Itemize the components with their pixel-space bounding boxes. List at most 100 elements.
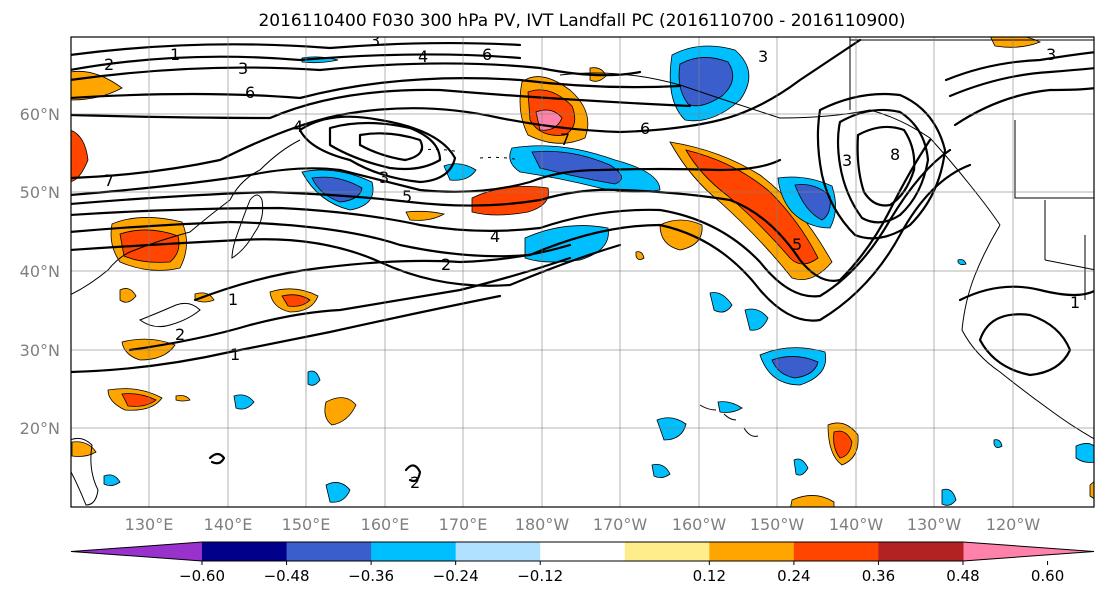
colorbar-tick-label: −0.60 (179, 567, 225, 585)
colorbar-segment (455, 542, 541, 561)
contour-label: 4 (490, 227, 500, 246)
lon-label: 130°W (907, 515, 962, 534)
shade-region (175, 395, 191, 402)
colorbar-segment (371, 542, 457, 561)
shade-region (993, 439, 1003, 448)
contour-label: 7 (560, 130, 570, 149)
colorbar-segment (624, 542, 710, 561)
contour-label: 6 (245, 83, 255, 102)
colorbar-extend-min (71, 542, 202, 561)
lat-label: 60°N (20, 105, 60, 124)
contour-line (71, 41, 522, 56)
lon-label: 170°W (593, 515, 648, 534)
shade-region (744, 308, 769, 331)
colorbar-tick-label: −0.24 (433, 567, 479, 585)
shade-region (678, 57, 734, 107)
contour-label: 4 (418, 47, 428, 66)
shade-region (103, 474, 121, 486)
colorbar-segment (793, 542, 879, 561)
shade-region (685, 149, 819, 265)
colorbar-tick-label: 0.36 (862, 567, 895, 585)
shading-negative (103, 45, 1094, 506)
contour-line (71, 53, 522, 71)
coastline-japan (231, 194, 264, 259)
shade-region (1075, 443, 1094, 463)
contour-line (71, 38, 862, 180)
graticule (71, 37, 1094, 507)
colorbar-segment (202, 542, 288, 561)
contour-label: 1 (230, 345, 240, 364)
colorbar-segment (709, 542, 795, 561)
colorbar: −0.60 −0.48 −0.36 −0.24 −0.12 0.12 0.24 0.36 0.4… (70, 541, 1095, 585)
contour-line (404, 464, 422, 483)
boundary-lines (849, 37, 1094, 300)
shade-region (325, 482, 351, 503)
contour-label: 8 (890, 145, 900, 164)
shade-region (71, 441, 97, 457)
lon-label: 150°E (282, 515, 331, 534)
lat-label: 40°N (20, 262, 60, 281)
contour-label: 3 (370, 31, 380, 50)
shade-region (119, 288, 137, 303)
colorbar-tick-label: −0.36 (348, 567, 394, 585)
shade-region (941, 488, 957, 506)
lon-label: 160°W (672, 515, 727, 534)
coastline-hawaii (699, 404, 759, 437)
shade-region (635, 251, 645, 260)
shade-region (957, 259, 967, 266)
contour-line (193, 243, 572, 302)
lon-label: 160°E (361, 515, 410, 534)
colorbar-extend-max (963, 542, 1094, 561)
contour-line (71, 88, 692, 120)
contour-label: 2 (410, 473, 420, 492)
shade-region (651, 464, 671, 478)
contour-label: 6 (482, 45, 492, 64)
contour-line (71, 294, 502, 374)
shade-region (709, 292, 733, 313)
contour-line (71, 238, 622, 287)
colorbar-tick-label: 0.60 (1031, 567, 1064, 585)
contour-label: 4 (293, 117, 303, 136)
colorbar-segment (286, 542, 372, 561)
contour-label: 1 (170, 45, 180, 64)
contour-label: 1 (228, 290, 238, 309)
map-frame (70, 36, 1095, 508)
colorbar-tick-label: −0.12 (517, 567, 563, 585)
coastline-philippines (71, 437, 99, 506)
contour-line (856, 125, 916, 207)
figure-title: 2016110400 F030 300 hPa PV, IVT Landfall… (258, 11, 905, 31)
contour-label: 1 (1070, 293, 1080, 312)
contour-label: 2 (175, 325, 185, 344)
contour-line (298, 115, 457, 184)
lon-label: 170°E (439, 515, 488, 534)
latitude-labels: 60°N 50°N 40°N 30°N 20°N (20, 105, 60, 438)
contour-line (208, 452, 226, 465)
lon-label: 140°W (829, 515, 884, 534)
contour-label: 5 (402, 187, 412, 206)
colorbar-tick-label: 0.12 (693, 567, 726, 585)
contour-line (944, 51, 1094, 82)
coastline-asia (71, 139, 301, 296)
contour-label: 2 (441, 255, 451, 274)
contour-line (958, 285, 1094, 302)
shade-region (790, 495, 835, 507)
lat-label: 30°N (20, 341, 60, 360)
colorbar-segment (878, 542, 964, 561)
colorbar-segment (540, 542, 626, 561)
lon-label: 130°E (125, 515, 174, 534)
contour-label: 5 (792, 235, 802, 254)
contour-label: 3 (238, 59, 248, 78)
colorbar-tick-label: 0.48 (946, 567, 979, 585)
shade-region (405, 210, 446, 221)
contour-line (328, 121, 442, 171)
shade-region (1089, 481, 1094, 500)
contour-line (71, 148, 952, 298)
contour-line (358, 132, 424, 162)
lon-label: 180°W (515, 515, 570, 534)
contour-line (836, 108, 930, 224)
contour-line (71, 62, 642, 81)
lon-label: 150°W (750, 515, 805, 534)
contour-label: 3 (1046, 45, 1056, 64)
shade-region (307, 370, 321, 386)
contour-line (128, 256, 572, 352)
